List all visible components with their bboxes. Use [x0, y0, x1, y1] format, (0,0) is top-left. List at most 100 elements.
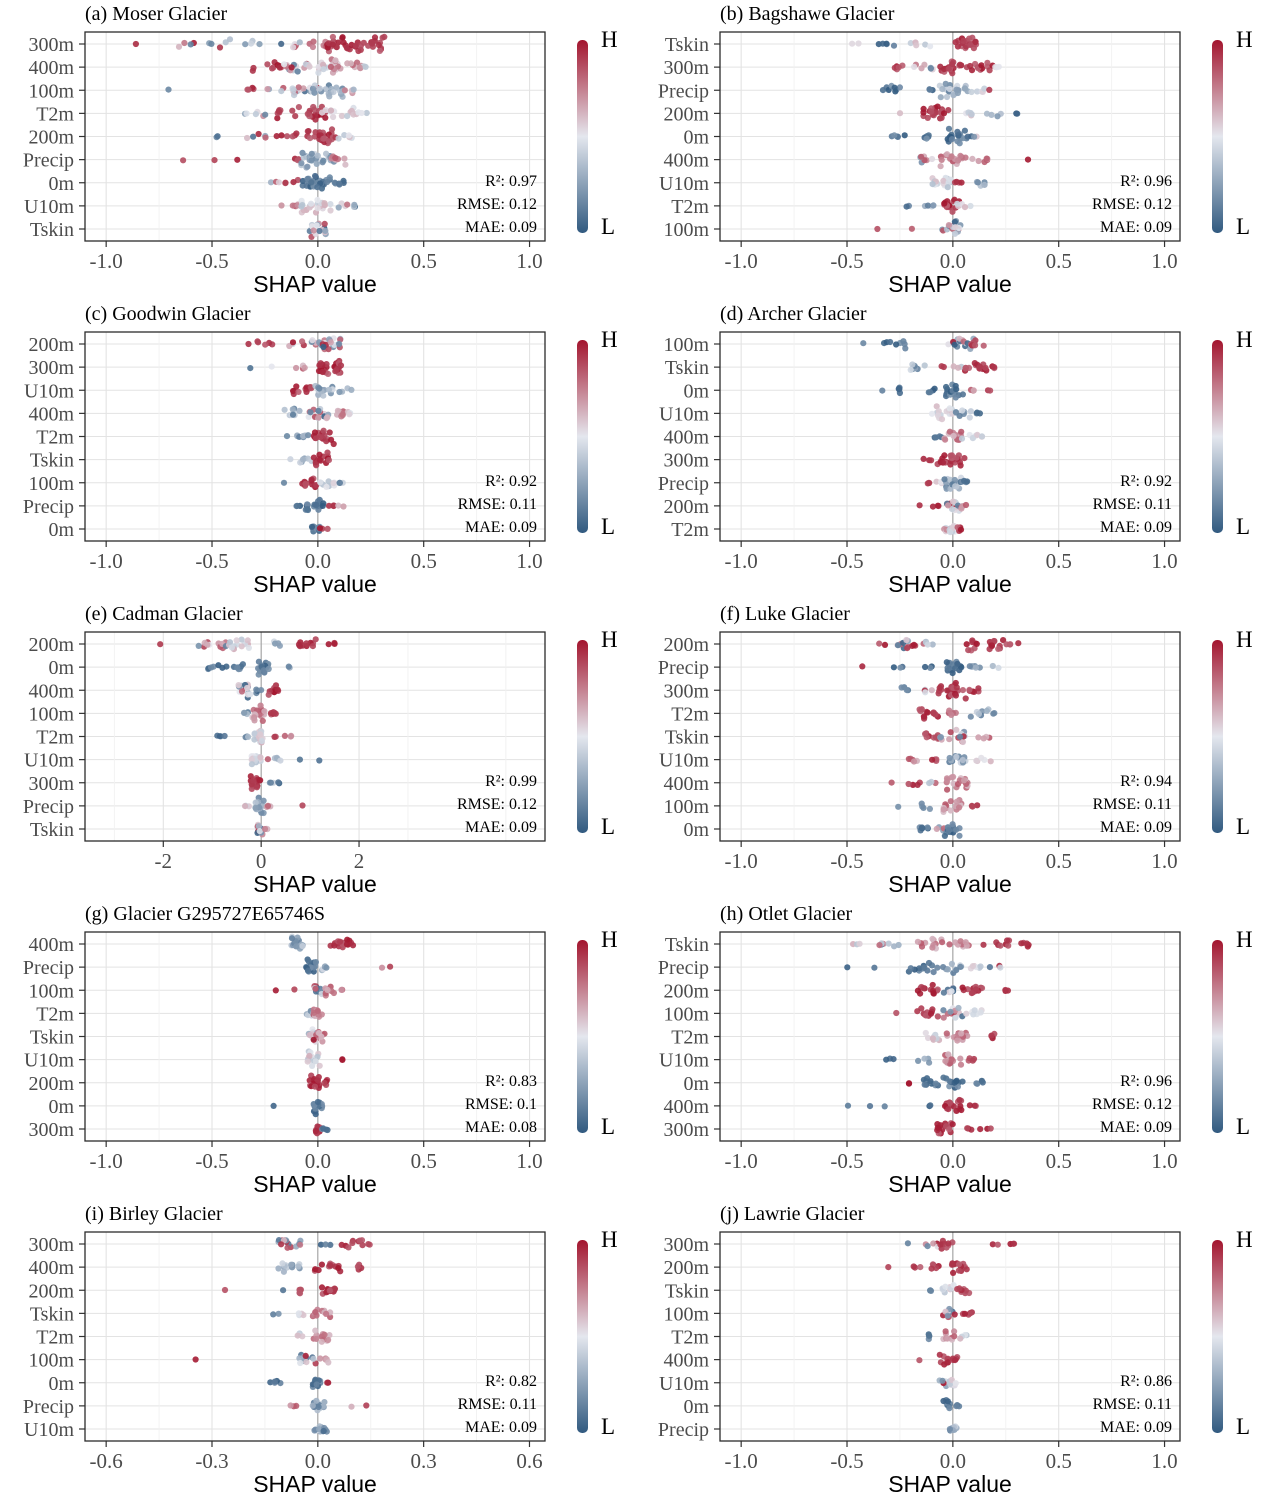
- y-tick-label: T2m: [36, 103, 74, 125]
- data-point: [262, 134, 269, 141]
- x-axis-title: SHAP value: [888, 1471, 1012, 1497]
- data-point: [953, 86, 960, 93]
- data-point: [950, 432, 957, 440]
- data-point: [294, 68, 301, 75]
- data-point: [244, 684, 251, 692]
- data-point: [910, 1263, 917, 1270]
- data-point: [866, 1103, 874, 1110]
- data-point: [1014, 110, 1021, 117]
- data-point: [946, 1405, 953, 1412]
- stat-mae: MAE: 0.09: [1100, 1419, 1172, 1436]
- data-point: [883, 40, 890, 47]
- data-point: [314, 1007, 321, 1014]
- data-point: [948, 153, 955, 160]
- y-tick-label: T2m: [36, 427, 74, 449]
- data-point: [952, 679, 959, 687]
- data-point: [927, 1102, 934, 1109]
- data-point: [289, 202, 296, 209]
- stat-rmse: RMSE: 0.11: [457, 496, 537, 513]
- x-tick-label: -0.5: [830, 1149, 863, 1173]
- data-point: [952, 483, 959, 490]
- data-point: [988, 111, 995, 118]
- data-point: [969, 963, 976, 970]
- data-point: [971, 1102, 978, 1109]
- data-point: [945, 1106, 952, 1113]
- data-point: [300, 154, 307, 161]
- data-point: [944, 1398, 951, 1405]
- x-axis-title: SHAP value: [888, 571, 1012, 597]
- data-point: [331, 1285, 338, 1292]
- data-point: [956, 61, 964, 68]
- data-point: [891, 132, 898, 139]
- data-point: [314, 1098, 321, 1106]
- data-point: [309, 1026, 316, 1033]
- data-point: [943, 1030, 950, 1037]
- data-point: [280, 479, 288, 486]
- data-point: [339, 1056, 346, 1063]
- data-point: [228, 644, 235, 651]
- y-tick-label: U10m: [24, 380, 74, 402]
- data-point: [335, 1265, 342, 1272]
- data-point: [264, 756, 271, 763]
- data-point: [890, 42, 898, 49]
- data-point: [918, 824, 926, 831]
- data-point: [903, 203, 910, 210]
- colorbar-high-label: H: [1236, 27, 1253, 52]
- data-point: [267, 179, 275, 186]
- y-tick-label: 100m: [28, 980, 74, 1002]
- data-point: [980, 342, 987, 349]
- data-point: [952, 39, 959, 46]
- data-point: [927, 65, 934, 72]
- data-point: [946, 1426, 953, 1433]
- data-point: [939, 939, 946, 946]
- data-point: [952, 665, 959, 672]
- data-point: [961, 85, 968, 92]
- data-point: [897, 664, 904, 671]
- data-point: [335, 180, 343, 187]
- data-point: [336, 388, 343, 396]
- data-point: [296, 39, 303, 46]
- x-axis-title: SHAP value: [253, 1471, 377, 1497]
- data-point: [214, 133, 221, 140]
- data-point: [860, 340, 867, 347]
- data-point: [245, 340, 252, 348]
- data-point: [932, 1080, 939, 1087]
- data-point: [946, 754, 953, 762]
- y-tick-label: 100m: [28, 473, 74, 495]
- data-point: [278, 88, 285, 95]
- data-point: [928, 1265, 935, 1272]
- data-point: [303, 388, 310, 395]
- data-point: [337, 362, 345, 369]
- data-point: [307, 409, 314, 416]
- data-point: [916, 1357, 923, 1364]
- x-tick-label: -1.0: [725, 1449, 758, 1473]
- data-point: [275, 1310, 282, 1317]
- data-point: [942, 1283, 949, 1290]
- data-point: [968, 111, 975, 118]
- data-point: [278, 1241, 285, 1248]
- x-tick-label: 1.0: [1151, 1449, 1177, 1473]
- plot-border: [719, 331, 1181, 542]
- data-point: [221, 732, 228, 740]
- x-tick-label: -0.6: [90, 1449, 123, 1473]
- colorbar: [1212, 340, 1223, 533]
- data-point: [930, 1240, 937, 1247]
- data-point: [969, 803, 976, 810]
- data-point: [979, 1079, 986, 1086]
- y-tick-label: 400m: [663, 1350, 709, 1372]
- data-point: [964, 1125, 971, 1132]
- y-tick-label: 200m: [663, 1257, 709, 1279]
- data-point: [924, 709, 931, 716]
- data-point: [932, 434, 939, 441]
- data-point: [305, 128, 312, 135]
- data-point: [262, 341, 269, 348]
- data-point: [257, 702, 264, 709]
- data-point: [924, 480, 931, 487]
- data-point: [320, 500, 327, 507]
- data-point: [317, 1355, 324, 1362]
- data-point: [315, 69, 322, 76]
- data-point: [953, 1078, 960, 1085]
- data-point: [348, 1403, 355, 1410]
- data-point: [341, 87, 348, 94]
